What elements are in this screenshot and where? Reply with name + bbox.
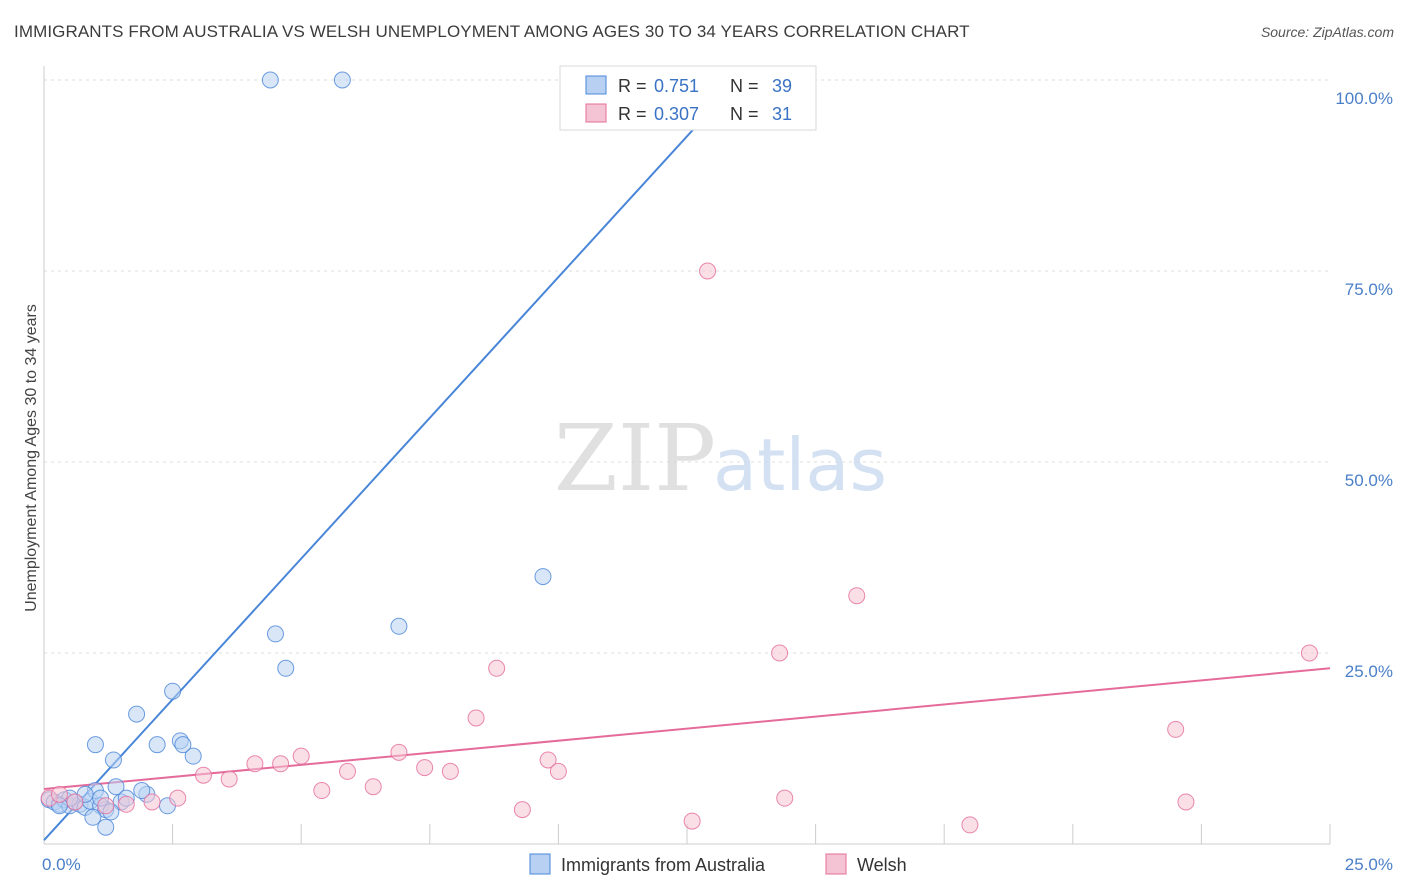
- point-1-28: [961, 816, 979, 834]
- point-1-12: [313, 782, 331, 800]
- point-1-27: [848, 587, 866, 605]
- point-1-24: [699, 262, 717, 280]
- point-0-31: [277, 659, 295, 677]
- point-1-13: [338, 762, 356, 780]
- legend-r-label-1: R =: [618, 104, 647, 124]
- series-legend-label-1: Welsh: [857, 855, 907, 875]
- series-legend-label-0: Immigrants from Australia: [561, 855, 766, 875]
- x-tick-label-1: 25.0%: [1345, 855, 1393, 874]
- point-1-16: [416, 759, 434, 777]
- x-tick-label-0: 0.0%: [42, 855, 81, 874]
- legend-n-label-1: N =: [730, 104, 759, 124]
- point-0-13: [97, 818, 115, 836]
- series-legend-swatch-1: [825, 853, 847, 875]
- point-0-18: [86, 736, 104, 754]
- legend-r-value-0: 0.751: [654, 76, 699, 96]
- point-0-21: [148, 736, 166, 754]
- point-1-29: [1167, 720, 1185, 738]
- series-legend: Immigrants from Australia Welsh: [529, 853, 907, 875]
- axes: [43, 66, 1331, 845]
- watermark-zip: ZIP: [554, 405, 716, 512]
- point-1-25: [776, 789, 794, 807]
- point-1-26: [771, 644, 789, 662]
- point-1-31: [1300, 644, 1318, 662]
- point-1-23: [683, 812, 701, 830]
- point-1-9: [246, 755, 264, 773]
- point-0-28: [261, 71, 279, 89]
- point-1-5: [143, 793, 161, 811]
- source-credit: Source: ZipAtlas.com: [1260, 24, 1394, 40]
- point-1-3: [97, 797, 115, 815]
- trend-line-0: [43, 79, 740, 841]
- y-tick-label-0: 25.0%: [1345, 662, 1393, 681]
- data-points: [40, 71, 1318, 836]
- correlation-legend: R = 0.751 N = 39 R = 0.307 N = 31: [559, 65, 817, 131]
- point-1-2: [66, 793, 84, 811]
- trend-line-1: [43, 667, 1331, 790]
- point-1-17: [441, 762, 459, 780]
- point-1-6: [169, 789, 187, 807]
- point-1-18: [467, 709, 485, 727]
- point-1-1: [50, 785, 68, 803]
- point-0-12: [84, 808, 102, 826]
- tick-labels: 25.0% 50.0% 75.0% 100.0% 0.0% 25.0%: [42, 89, 1393, 874]
- point-0-22: [164, 682, 182, 700]
- watermark-atlas: atlas: [713, 423, 887, 507]
- point-0-20: [128, 705, 146, 723]
- point-1-8: [220, 770, 238, 788]
- point-0-24: [174, 736, 192, 754]
- point-0-29: [333, 71, 351, 89]
- y-axis-label: Unemployment Among Ages 30 to 34 years: [23, 304, 40, 612]
- y-tick-label-1: 50.0%: [1345, 471, 1393, 490]
- legend-n-value-1: 31: [772, 104, 792, 124]
- point-0-33: [534, 568, 552, 586]
- point-0-32: [390, 617, 408, 635]
- point-1-4: [117, 795, 135, 813]
- point-0-25: [184, 747, 202, 765]
- legend-n-value-0: 39: [772, 76, 792, 96]
- watermark: ZIP atlas: [554, 405, 887, 512]
- point-1-11: [292, 747, 310, 765]
- point-1-21: [539, 751, 557, 769]
- legend-r-value-1: 0.307: [654, 104, 699, 124]
- point-1-10: [272, 755, 290, 773]
- series-legend-swatch-0: [529, 853, 551, 875]
- y-tick-label-2: 75.0%: [1345, 280, 1393, 299]
- point-1-7: [194, 766, 212, 784]
- chart-title: IMMIGRANTS FROM AUSTRALIA VS WELSH UNEMP…: [14, 22, 970, 41]
- y-tick-label-3: 100.0%: [1335, 89, 1393, 108]
- point-1-14: [364, 778, 382, 796]
- point-0-15: [107, 778, 125, 796]
- point-0-30: [266, 625, 284, 643]
- point-1-15: [390, 743, 408, 761]
- point-0-36: [133, 782, 151, 800]
- legend-n-label-0: N =: [730, 76, 759, 96]
- point-0-19: [104, 751, 122, 769]
- point-1-20: [513, 801, 531, 819]
- point-1-30: [1177, 793, 1195, 811]
- legend-swatch-1: [585, 103, 607, 123]
- legend-r-label-0: R =: [618, 76, 647, 96]
- point-1-19: [488, 659, 506, 677]
- legend-swatch-0: [585, 75, 607, 95]
- grid-lines: [44, 79, 1330, 654]
- point-1-22: [549, 762, 567, 780]
